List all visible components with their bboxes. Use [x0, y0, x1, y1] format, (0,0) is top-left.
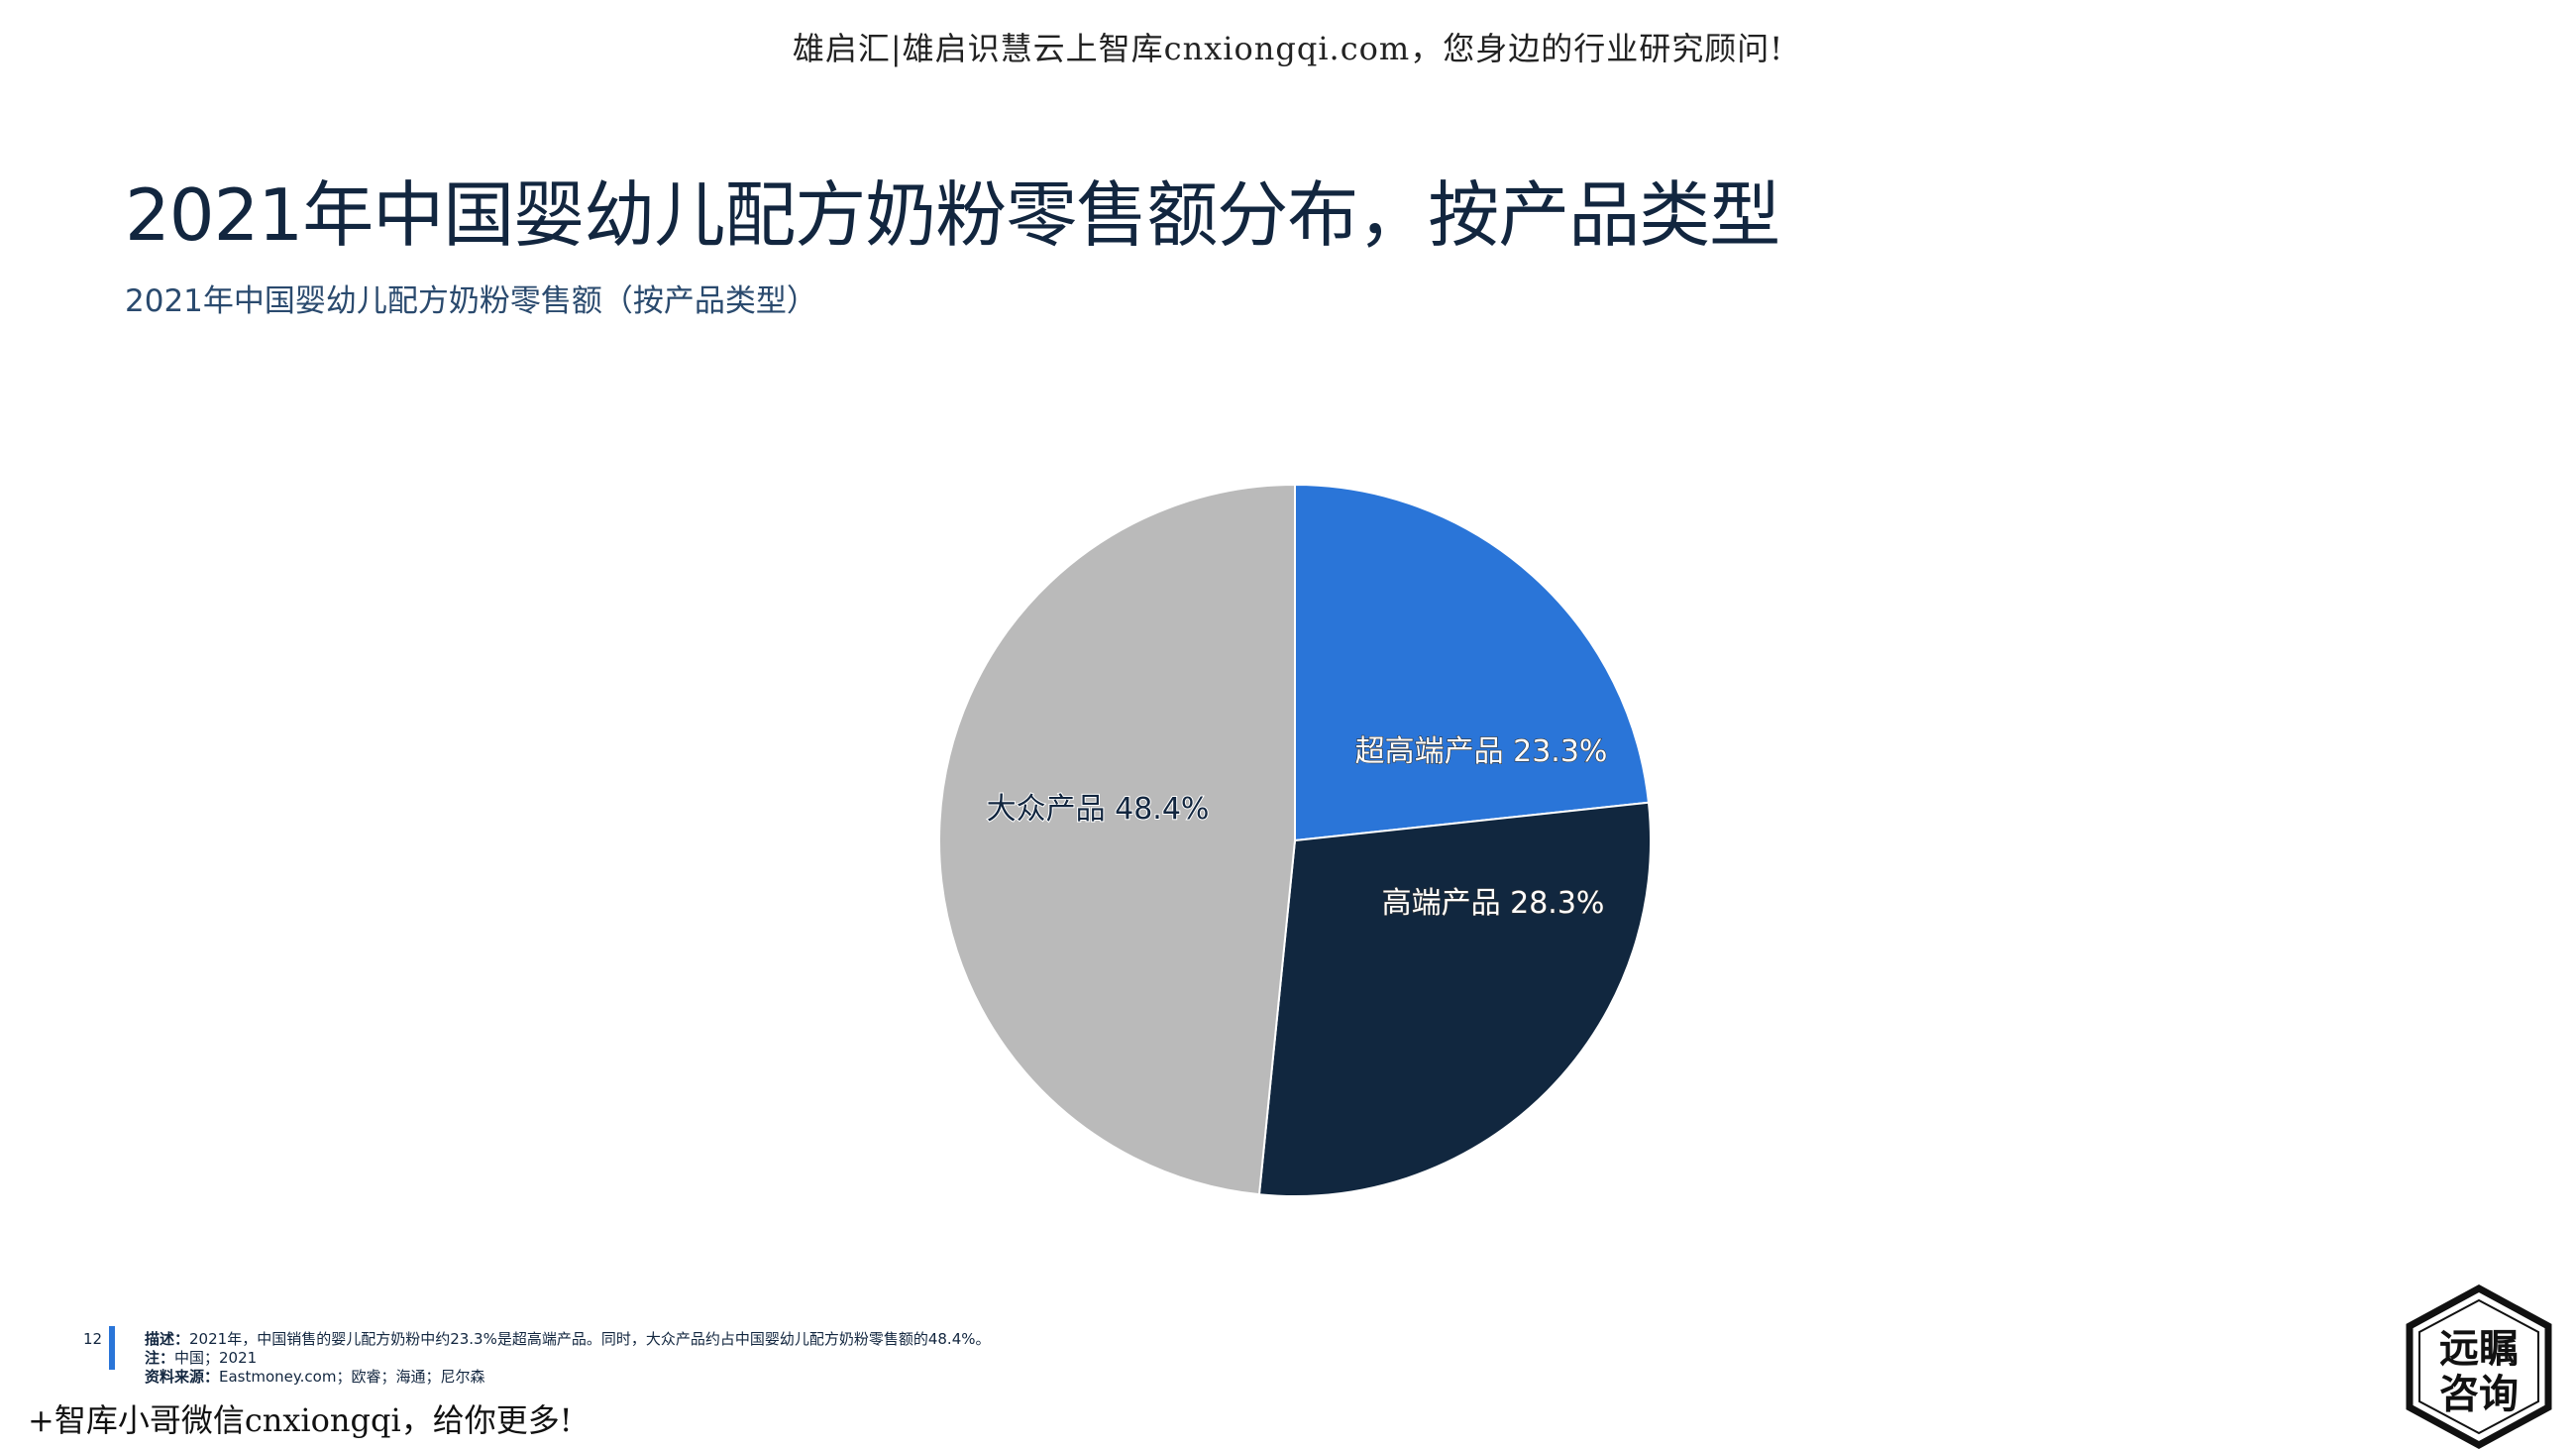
pie-slice-2: [1257, 801, 1652, 1197]
source-line: 资料来源：Eastmoney.com；欧睿；海通；尼尔森: [145, 1368, 991, 1387]
pie-slice-label-3: 大众产品 48.4%: [987, 792, 1210, 827]
description-text: 2021年，中国销售的婴儿配方奶粉中约23.3%是超高端产品。同时，大众产品约占…: [189, 1330, 991, 1348]
pie-slice-3: [937, 483, 1296, 1196]
page-number: 12: [83, 1330, 103, 1348]
brand-logo: 远瞩 咨询: [2406, 1284, 2552, 1449]
bottom-watermark: +智库小哥微信cnxiongqi，给你更多!: [28, 1401, 573, 1439]
footer-accent-bar: [109, 1326, 115, 1370]
top-watermark: 雄启汇|雄启识慧云上智库cnxiongqi.com，您身边的行业研究顾问!: [792, 30, 1784, 67]
chart-subtitle: 2021年中国婴幼儿配方奶粉零售额（按产品类型）: [125, 283, 817, 319]
note-label: 注：: [145, 1349, 175, 1367]
note-line: 注：中国；2021: [145, 1349, 991, 1368]
logo-line-1: 远瞩: [2439, 1325, 2519, 1372]
pie-slice-1: [1294, 483, 1651, 842]
note-text: 中国；2021: [174, 1349, 258, 1367]
description-label: 描述：: [145, 1330, 190, 1348]
footer-notes-text: 描述：2021年，中国销售的婴儿配方奶粉中约23.3%是超高端产品。同时，大众产…: [145, 1330, 991, 1387]
logo-line-2: 咨询: [2439, 1371, 2519, 1417]
source-label: 资料来源：: [145, 1368, 220, 1386]
source-text: Eastmoney.com；欧睿；海通；尼尔森: [219, 1368, 485, 1386]
description-line: 描述：2021年，中国销售的婴儿配方奶粉中约23.3%是超高端产品。同时，大众产…: [145, 1330, 991, 1349]
page-title: 2021年中国婴幼儿配方奶粉零售额分布，按产品类型: [125, 173, 1780, 257]
pie-slice-label-1: 超高端产品 23.3%: [1355, 734, 1608, 769]
pie-slice-label-2: 高端产品 28.3%: [1382, 886, 1605, 921]
